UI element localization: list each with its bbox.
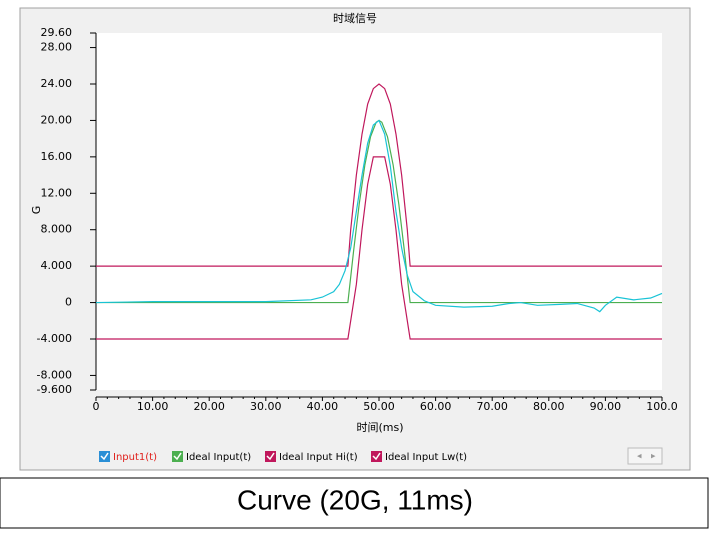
x-tick-label: 30.00	[250, 400, 282, 413]
x-tick-label: 20.00	[193, 400, 225, 413]
scroll-right[interactable]: ▸	[651, 452, 656, 462]
legend-label: Input1(t)	[113, 452, 157, 463]
legend-check	[266, 452, 275, 461]
legend-swatch	[371, 451, 382, 462]
y-tick-label: 28.00	[41, 41, 73, 54]
x-tick-label: 50.00	[363, 400, 395, 413]
legend-swatch	[265, 451, 276, 462]
series-line	[95, 119, 663, 313]
caption-box	[0, 477, 709, 529]
legend-swatch	[172, 451, 183, 462]
legend-check	[100, 452, 109, 461]
legend-swatch	[99, 451, 110, 462]
y-tick-label: -4.000	[37, 332, 72, 345]
legend-check	[173, 452, 182, 461]
y-tick-label: 16.00	[41, 150, 73, 163]
chart-title: 时域信号	[333, 12, 377, 25]
x-tick-label: 80.00	[533, 400, 565, 413]
y-tick-label: -8.000	[37, 368, 72, 381]
scroll-left[interactable]: ◂	[637, 452, 642, 462]
y-tick-label: -9.600	[37, 383, 72, 396]
legend-label: Ideal Input(t)	[186, 452, 251, 463]
x-tick-label: 90.00	[590, 400, 622, 413]
plot-area	[96, 33, 662, 390]
y-tick-label: 4.000	[41, 259, 73, 272]
y-axis-label: G	[30, 206, 43, 215]
legend-label: Ideal Input Hi(t)	[279, 452, 358, 463]
x-tick-label: 60.00	[420, 400, 452, 413]
y-tick-label: 24.00	[41, 77, 73, 90]
x-axis-label: 时间(ms)	[356, 421, 403, 434]
x-tick-label: 10.00	[137, 400, 169, 413]
legend-label: Ideal Input Lw(t)	[385, 452, 467, 463]
x-tick-label: 100.0	[646, 400, 678, 413]
y-tick-label: 8.000	[41, 223, 73, 236]
legend-check	[372, 452, 381, 461]
legend-scroll[interactable]	[627, 447, 663, 465]
x-tick-label: 0	[93, 400, 100, 413]
x-tick-label: 70.00	[476, 400, 508, 413]
series-line	[96, 156, 662, 340]
series-line	[96, 83, 662, 267]
caption: Curve (20G, 11ms)	[237, 484, 473, 515]
y-tick-label: 20.00	[41, 113, 73, 126]
x-tick-label: 40.00	[307, 400, 339, 413]
y-tick-label: 12.00	[41, 186, 73, 199]
y-tick-label: 29.60	[41, 26, 73, 39]
y-tick-label: 0	[65, 296, 72, 309]
